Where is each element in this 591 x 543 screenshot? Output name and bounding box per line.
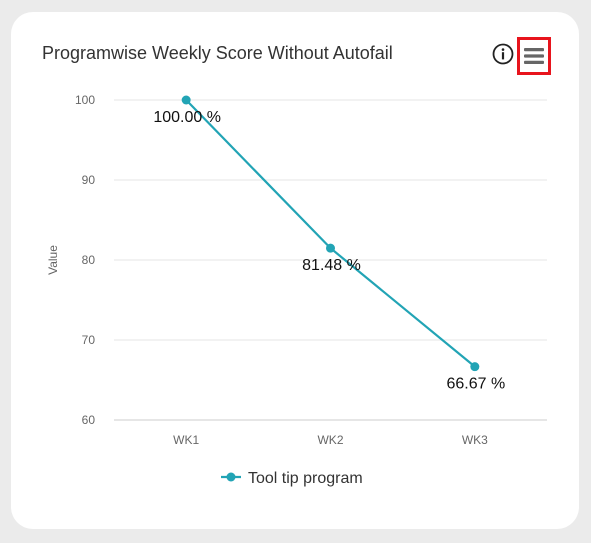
data-point[interactable] [326, 243, 335, 253]
y-axis-label: Value [46, 245, 60, 275]
y-tick-label: 60 [82, 413, 96, 427]
data-label: 81.48 % [302, 257, 361, 274]
chart-card: Programwise Weekly Score Without Autofai… [11, 12, 579, 529]
x-tick-label: WK3 [462, 433, 488, 447]
info-icon [492, 43, 514, 65]
line-chart: 60 70 80 90 100 WK1 WK2 WK3 Value 100.00 % 81.4… [46, 93, 547, 487]
x-tick-label: WK2 [317, 433, 343, 447]
data-point[interactable] [470, 362, 480, 372]
x-tick-label: WK1 [173, 433, 199, 447]
series-line [185, 99, 476, 368]
chart-menu-button[interactable] [517, 37, 551, 75]
hamburger-menu-icon [524, 48, 544, 64]
legend-marker [226, 472, 236, 482]
data-label: 66.67 % [446, 376, 505, 393]
y-tick-label: 80 [82, 253, 96, 267]
chart-title: Programwise Weekly Score Without Autofai… [42, 43, 393, 63]
data-label: 100.00 % [153, 109, 221, 126]
y-tick-label: 90 [82, 173, 96, 187]
y-tick-label: 100 [75, 93, 95, 107]
info-button[interactable] [492, 43, 514, 65]
y-tick-label: 70 [82, 333, 96, 347]
data-point[interactable] [181, 95, 191, 105]
legend-item-label[interactable]: Tool tip program [248, 470, 363, 487]
